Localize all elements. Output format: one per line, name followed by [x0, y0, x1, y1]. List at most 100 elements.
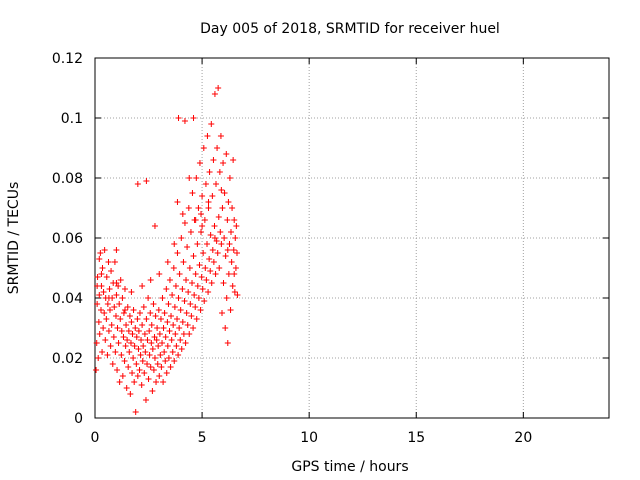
data-point	[166, 328, 173, 334]
data-point	[179, 286, 186, 292]
data-point	[217, 133, 224, 139]
data-point	[124, 304, 131, 310]
data-point	[184, 244, 191, 250]
data-point	[136, 310, 143, 316]
data-point	[134, 181, 141, 187]
data-point	[192, 304, 199, 310]
data-point	[141, 370, 148, 376]
data-point	[207, 268, 214, 274]
data-point	[221, 190, 228, 196]
data-point	[215, 85, 222, 91]
data-point	[173, 343, 180, 349]
data-point	[167, 364, 174, 370]
data-point	[150, 301, 157, 307]
y-tick-label: 0.08	[52, 171, 83, 187]
data-point	[113, 292, 120, 298]
data-point	[139, 322, 146, 328]
data-point	[194, 283, 201, 289]
data-point	[129, 331, 136, 337]
data-point	[189, 190, 196, 196]
data-point	[201, 298, 208, 304]
data-point	[172, 283, 179, 289]
data-point	[133, 361, 140, 367]
data-point	[220, 280, 227, 286]
data-point	[124, 337, 131, 343]
data-point	[189, 280, 196, 286]
data-point	[190, 115, 197, 121]
data-point	[132, 325, 139, 331]
data-point	[229, 205, 236, 211]
data-point	[123, 322, 130, 328]
data-point	[108, 268, 115, 274]
data-point	[225, 199, 232, 205]
data-point	[123, 385, 130, 391]
data-point	[187, 301, 194, 307]
data-point	[104, 352, 111, 358]
y-tick-label: 0.1	[61, 111, 83, 127]
data-point	[181, 298, 188, 304]
data-point	[156, 373, 163, 379]
data-point	[144, 337, 151, 343]
data-points	[93, 85, 241, 415]
data-point	[103, 274, 110, 280]
data-point	[211, 235, 218, 241]
data-point	[144, 361, 151, 367]
data-point	[146, 328, 153, 334]
data-point	[112, 349, 119, 355]
data-point	[200, 250, 207, 256]
data-point	[99, 349, 106, 355]
data-point	[106, 307, 113, 313]
data-point	[102, 337, 109, 343]
data-point	[94, 274, 101, 280]
data-point	[199, 193, 206, 199]
data-point	[126, 313, 133, 319]
data-point	[159, 295, 166, 301]
data-point	[159, 340, 166, 346]
data-point	[97, 250, 104, 256]
data-point	[138, 382, 145, 388]
data-point	[130, 307, 137, 313]
plot-frame	[94, 57, 610, 419]
data-point	[183, 277, 190, 283]
data-point	[209, 193, 216, 199]
data-point	[191, 292, 198, 298]
data-point	[194, 241, 201, 247]
data-point	[224, 340, 231, 346]
data-point	[100, 325, 107, 331]
data-point	[198, 229, 205, 235]
data-point	[175, 115, 182, 121]
data-point	[120, 334, 127, 340]
data-point	[198, 211, 205, 217]
data-point	[211, 223, 218, 229]
x-tick-label: 10	[300, 430, 318, 446]
data-point	[140, 304, 147, 310]
data-point	[155, 343, 162, 349]
data-point	[165, 355, 172, 361]
data-point	[188, 313, 195, 319]
data-point	[113, 280, 120, 286]
data-point	[128, 319, 135, 325]
data-point	[183, 310, 190, 316]
data-point	[214, 145, 221, 151]
data-point	[94, 283, 101, 289]
data-point	[174, 199, 181, 205]
data-point	[174, 316, 181, 322]
data-point	[218, 187, 225, 193]
chart-title: Day 005 of 2018, SRMTID for receiver hue…	[200, 21, 500, 37]
data-point	[222, 253, 229, 259]
data-point	[219, 205, 226, 211]
data-point	[222, 325, 229, 331]
data-point	[190, 253, 197, 259]
data-point	[162, 358, 169, 364]
data-point	[232, 265, 239, 271]
data-point	[130, 355, 137, 361]
data-point	[209, 247, 216, 253]
data-point	[96, 331, 103, 337]
data-point	[105, 295, 112, 301]
data-point	[118, 328, 125, 334]
data-point	[119, 295, 126, 301]
data-point	[142, 349, 149, 355]
data-point	[95, 319, 102, 325]
data-point	[176, 325, 183, 331]
data-point	[154, 325, 161, 331]
